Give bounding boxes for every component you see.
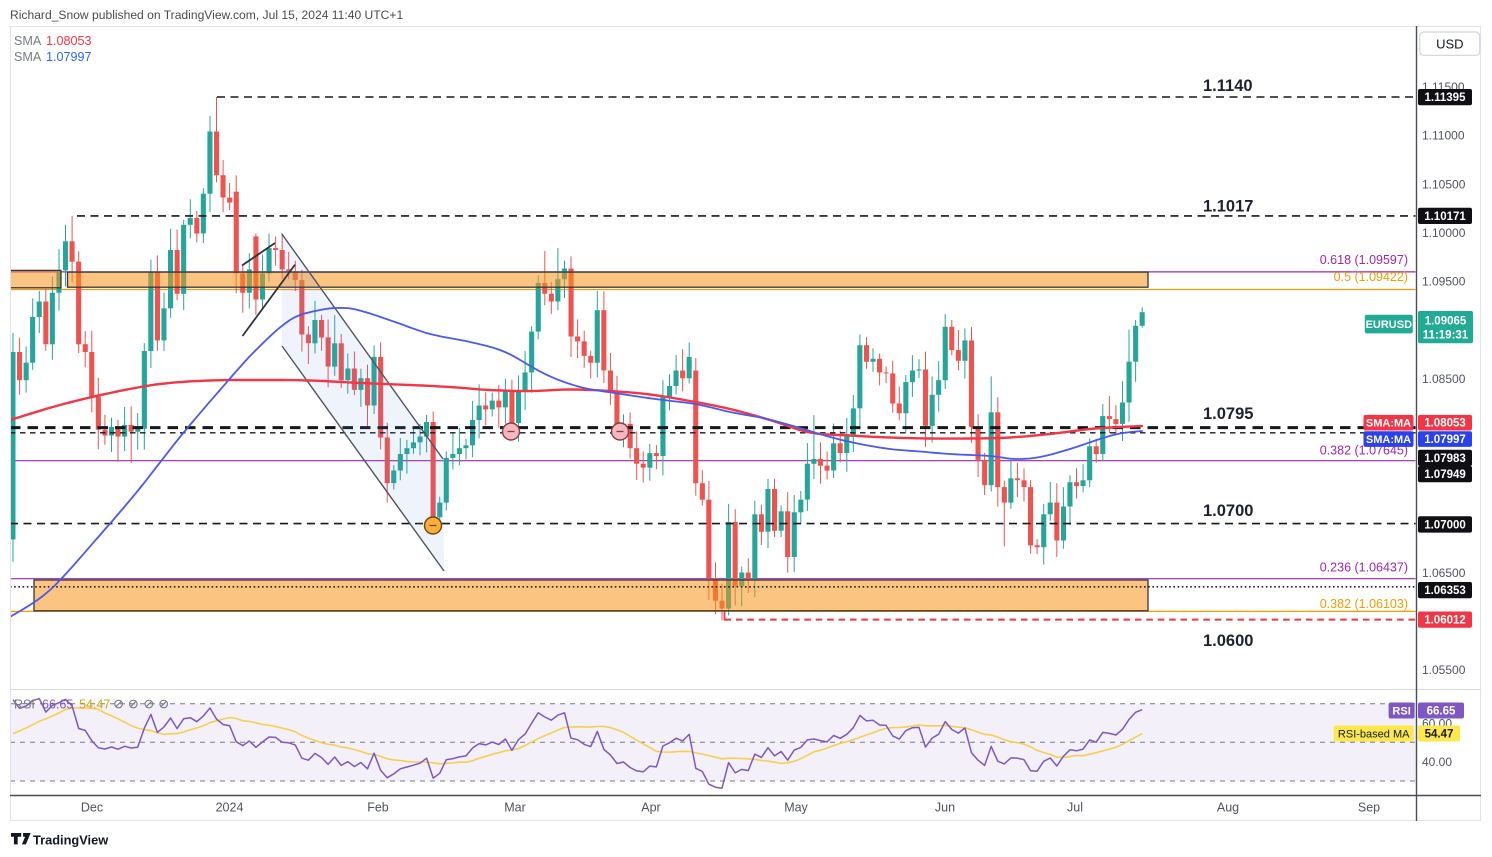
svg-text:40.00: 40.00	[1422, 755, 1452, 769]
svg-text:1.10000: 1.10000	[1422, 226, 1466, 240]
svg-text:1.08053: 1.08053	[1424, 418, 1466, 430]
svg-text:1.07949: 1.07949	[1424, 469, 1466, 481]
svg-text:Dec: Dec	[81, 801, 103, 815]
svg-text:1.06012: 1.06012	[1424, 615, 1466, 627]
svg-text:1.09065: 1.09065	[1425, 315, 1467, 327]
svg-text:Jun: Jun	[935, 801, 955, 815]
svg-text:Jul: Jul	[1067, 801, 1083, 815]
svg-text:SMA: SMA	[14, 34, 42, 48]
svg-text:1.08053: 1.08053	[46, 34, 92, 48]
svg-text:1.11000: 1.11000	[1422, 129, 1465, 143]
svg-text:1.0600: 1.0600	[1203, 632, 1253, 650]
svg-text:1.07000: 1.07000	[1424, 519, 1466, 531]
svg-text:1.10500: 1.10500	[1422, 177, 1466, 191]
svg-text:SMA:MA: SMA:MA	[1366, 418, 1411, 430]
svg-text:Mar: Mar	[504, 801, 526, 815]
svg-text:Aug: Aug	[1217, 801, 1239, 815]
svg-text:0.236 (1.06437): 0.236 (1.06437)	[1320, 560, 1408, 574]
svg-text:0.5 (1.09422): 0.5 (1.09422)	[1334, 270, 1408, 284]
svg-text:1.06500: 1.06500	[1422, 566, 1466, 580]
svg-text:1.11395: 1.11395	[1425, 92, 1467, 104]
svg-text:Apr: Apr	[641, 801, 660, 815]
svg-text:1.07983: 1.07983	[1424, 453, 1466, 465]
svg-text:1.0795: 1.0795	[1203, 405, 1253, 423]
svg-text:66.65: 66.65	[1427, 706, 1456, 718]
svg-text:1.05500: 1.05500	[1422, 663, 1466, 677]
svg-text:0.618 (1.09597): 0.618 (1.09597)	[1320, 253, 1408, 267]
svg-text:Richard_Snow published on Trad: Richard_Snow published on TradingView.co…	[10, 8, 403, 22]
svg-text:66.65: 66.65	[42, 698, 73, 712]
svg-text:1.06353: 1.06353	[1424, 585, 1466, 597]
svg-text:RSI-based MA: RSI-based MA	[1338, 729, 1410, 741]
svg-text:RSI: RSI	[1392, 706, 1410, 718]
svg-text:1.0700: 1.0700	[1203, 502, 1253, 520]
svg-text:2024: 2024	[216, 801, 244, 815]
svg-text:0.382 (1.06103): 0.382 (1.06103)	[1320, 597, 1408, 611]
svg-text:May: May	[784, 801, 808, 815]
svg-text:USD: USD	[1436, 36, 1463, 51]
svg-text:SMA:MA: SMA:MA	[1366, 434, 1411, 446]
svg-text:1.10171: 1.10171	[1424, 211, 1466, 223]
svg-text:54.47: 54.47	[79, 698, 110, 712]
svg-text:1.08500: 1.08500	[1422, 372, 1466, 386]
svg-text:1.07997: 1.07997	[1424, 434, 1466, 446]
svg-text:54.47: 54.47	[1425, 729, 1454, 741]
svg-text:1.07997: 1.07997	[46, 50, 92, 64]
svg-text:EURUSD: EURUSD	[1366, 319, 1413, 331]
svg-text:RSI: RSI	[14, 698, 35, 712]
svg-text:1.09500: 1.09500	[1422, 275, 1466, 289]
svg-text:Feb: Feb	[367, 801, 389, 815]
svg-text:TradingView: TradingView	[33, 833, 108, 848]
svg-text:Sep: Sep	[1358, 801, 1380, 815]
svg-text:11:19:31: 11:19:31	[1423, 329, 1469, 341]
svg-text:1.1017: 1.1017	[1203, 197, 1253, 215]
svg-text:1.1140: 1.1140	[1203, 77, 1253, 95]
svg-text:SMA: SMA	[14, 50, 42, 64]
